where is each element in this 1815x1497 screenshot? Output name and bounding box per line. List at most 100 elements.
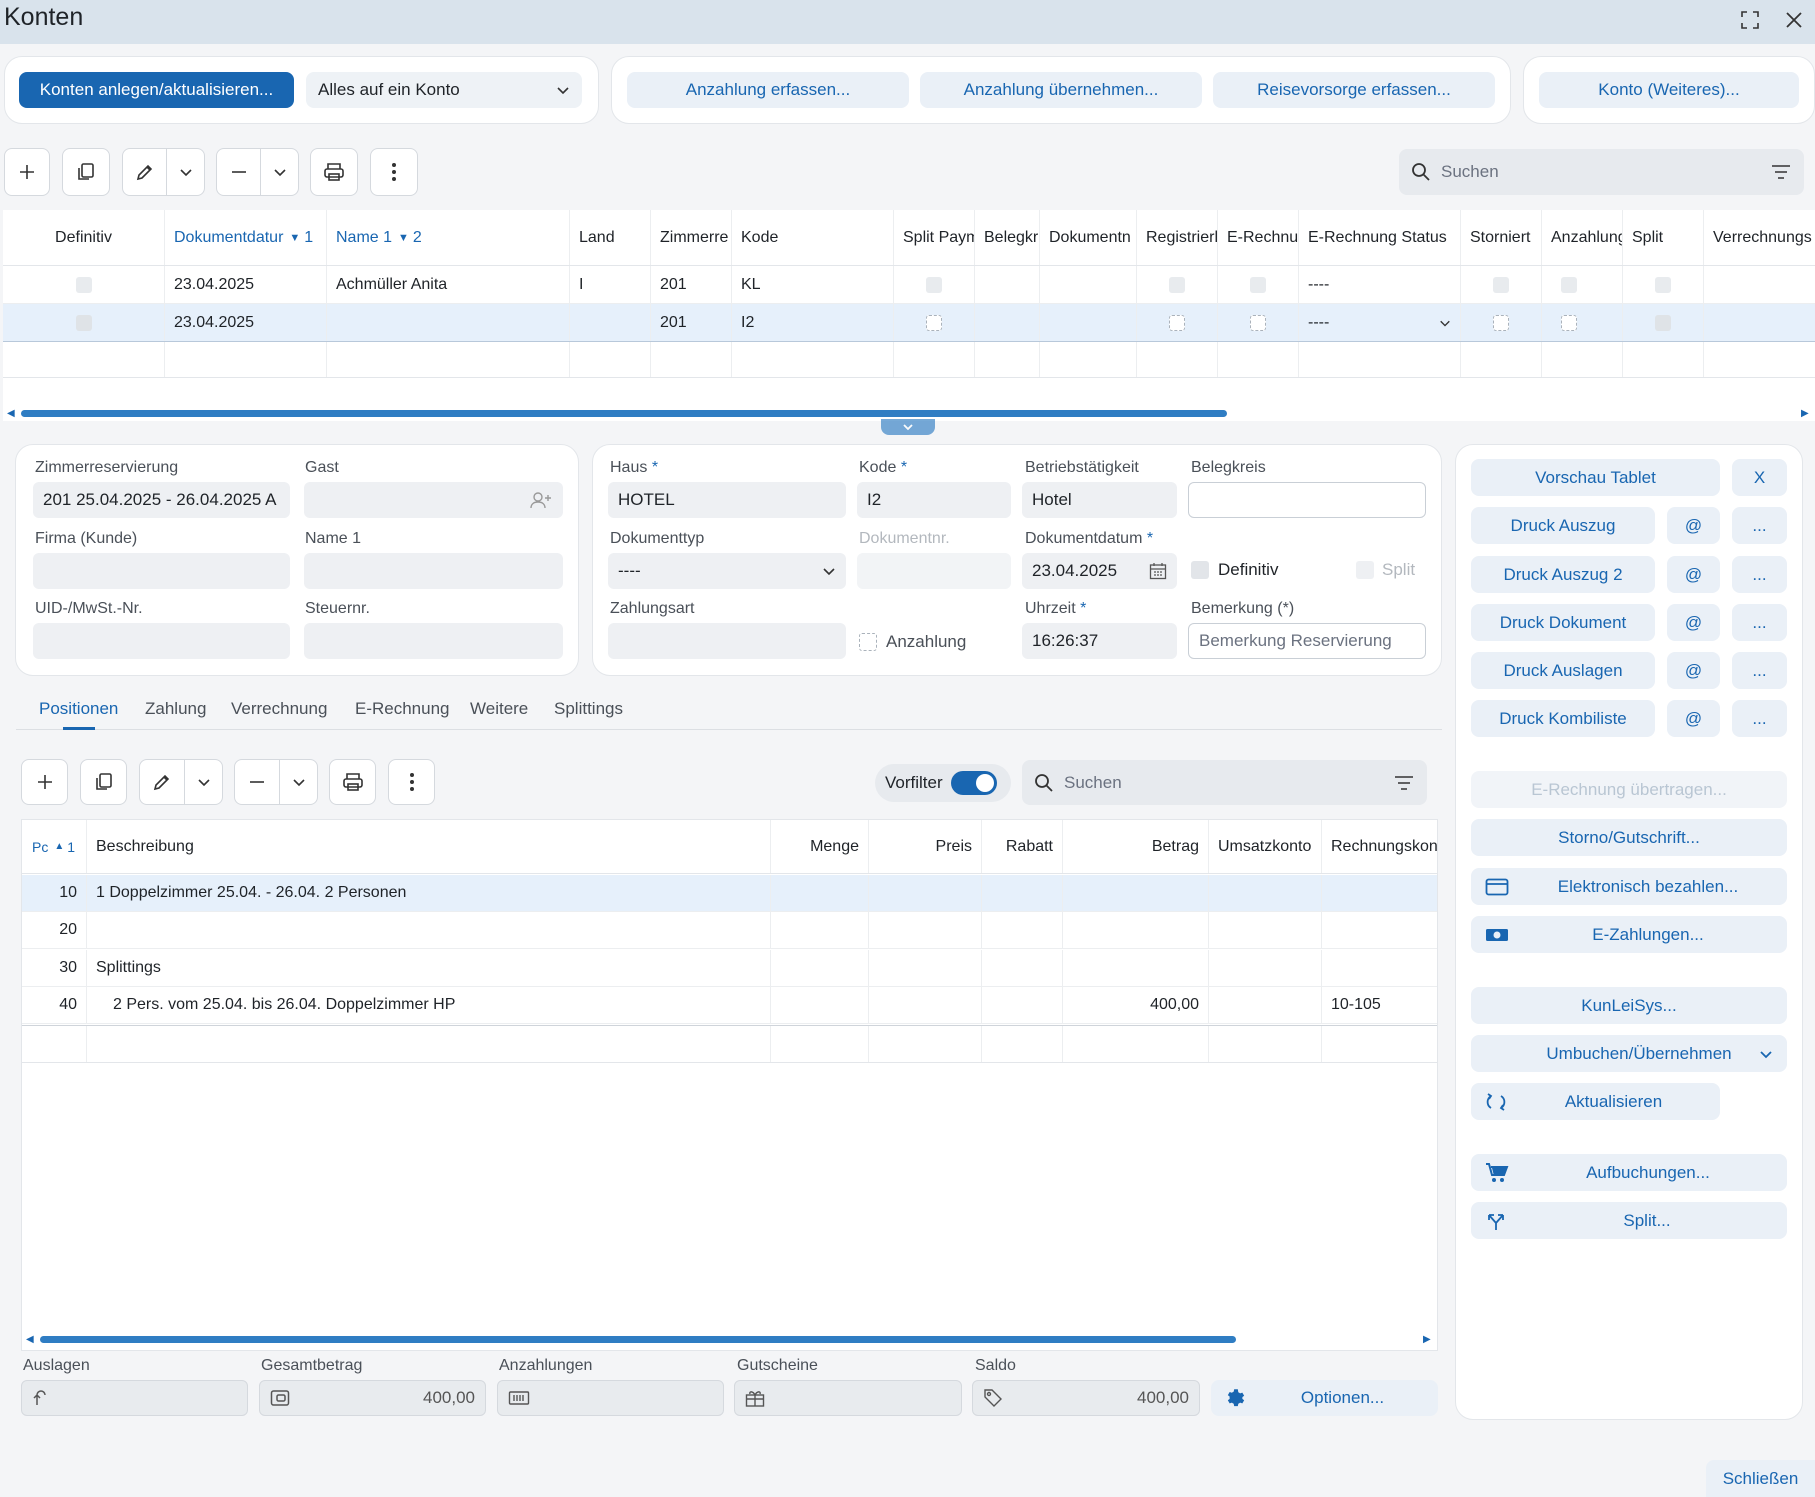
maximize-icon[interactable] — [1734, 4, 1766, 36]
payment-type-field[interactable] — [608, 623, 846, 659]
print-statement-email-button[interactable]: @ — [1667, 507, 1720, 544]
options-button[interactable]: Optionen... — [1211, 1380, 1438, 1416]
account-mode-select[interactable]: Alles auf ein Konto — [306, 72, 582, 108]
col-split-payment[interactable]: Split Paym — [894, 210, 975, 265]
receipt-circle-field[interactable] — [1188, 482, 1426, 518]
filter-icon[interactable] — [1393, 775, 1415, 791]
tab-verrechnung[interactable]: Verrechnung — [231, 699, 328, 718]
close-icon[interactable] — [1778, 4, 1810, 36]
postings-button[interactable]: Aufbuchungen... — [1471, 1154, 1787, 1191]
positions-table-row[interactable]: 20 — [22, 912, 1437, 949]
col-preis[interactable]: Preis — [869, 820, 982, 873]
accounts-scrollbar[interactable]: ◀ ▶ — [3, 405, 1815, 421]
more-menu-button[interactable] — [370, 148, 418, 196]
refresh-button[interactable]: Aktualisieren — [1471, 1083, 1720, 1120]
col-beschreibung[interactable]: Beschreibung — [87, 820, 771, 873]
row-anzahlung-checkbox[interactable] — [1542, 266, 1623, 303]
col-menge[interactable]: Menge — [771, 820, 869, 873]
code-field[interactable]: I2 — [857, 482, 1011, 518]
rebook-button[interactable]: Umbuchen/Übernehmen — [1471, 1035, 1787, 1072]
tab-e-rechnung[interactable]: E-Rechnung — [355, 699, 450, 718]
doc-type-select[interactable]: ---- — [608, 553, 846, 589]
print-combi-more-button[interactable]: ... — [1732, 700, 1787, 737]
col-belegkreis[interactable]: Belegkr — [975, 210, 1040, 265]
row-e-rechnung-checkbox[interactable] — [1218, 304, 1299, 341]
row-storniert-checkbox[interactable] — [1461, 304, 1542, 341]
kunleisys-button[interactable]: KunLeiSys... — [1471, 987, 1787, 1024]
scroll-right-icon[interactable]: ▶ — [1801, 408, 1809, 419]
name1-field[interactable] — [304, 553, 563, 589]
row-split-checkbox[interactable] — [1623, 266, 1704, 303]
positions-scrollbar-thumb[interactable] — [40, 1336, 1236, 1343]
col-land[interactable]: Land — [570, 210, 651, 265]
print-statement-more-button[interactable]: ... — [1732, 507, 1787, 544]
print-statement2-more-button[interactable]: ... — [1732, 556, 1787, 593]
row-definitiv-checkbox[interactable] — [3, 304, 165, 341]
tax-field[interactable] — [304, 623, 563, 659]
row-split-payment-checkbox[interactable] — [894, 266, 975, 303]
row-split-payment-checkbox[interactable] — [894, 304, 975, 341]
remark-field[interactable]: Bemerkung Reservierung — [1188, 623, 1426, 659]
activity-field[interactable]: Hotel — [1022, 482, 1177, 518]
col-umsatzkonto[interactable]: Umsatzkonto — [1209, 820, 1322, 873]
accounts-table-row-selected[interactable]: 23.04.2025 201 I2 ---- — [3, 304, 1815, 342]
print-positions-button[interactable] — [329, 759, 376, 805]
deposit-take-button[interactable]: Anzahlung übernehmen... — [920, 72, 1202, 108]
col-e-rechnung-status[interactable]: E-Rechnung Status — [1299, 210, 1461, 265]
time-field[interactable]: 16:26:37 — [1022, 623, 1177, 659]
print-expenses-more-button[interactable]: ... — [1732, 652, 1787, 689]
company-field[interactable] — [33, 553, 290, 589]
print-expenses-email-button[interactable]: @ — [1667, 652, 1720, 689]
positions-table-row[interactable]: 30 Splittings — [22, 950, 1437, 987]
deposit-checkbox[interactable]: Anzahlung — [859, 632, 966, 652]
row-e-rechnung-checkbox[interactable] — [1218, 266, 1299, 303]
calendar-icon[interactable] — [1149, 562, 1167, 580]
col-anzahlung[interactable]: Anzahlung — [1542, 210, 1623, 265]
print-statement-button[interactable]: Druck Auszug — [1471, 507, 1655, 544]
positions-table-row[interactable]: 40 2 Pers. vom 25.04. bis 26.04. Doppelzi… — [22, 987, 1437, 1024]
col-rabatt[interactable]: Rabatt — [982, 820, 1063, 873]
print-document-button[interactable]: Druck Dokument — [1471, 604, 1655, 641]
x-button[interactable]: X — [1732, 459, 1787, 496]
print-document-email-button[interactable]: @ — [1667, 604, 1720, 641]
col-registriert[interactable]: Registrierl — [1137, 210, 1218, 265]
row-registriert-checkbox[interactable] — [1137, 266, 1218, 303]
pay-electronic-button[interactable]: Elektronisch bezahlen... — [1471, 868, 1787, 905]
remove-button[interactable] — [217, 149, 260, 195]
storno-button[interactable]: Storno/Gutschrift... — [1471, 819, 1787, 856]
prefilter-switch[interactable] — [950, 771, 997, 795]
col-split[interactable]: Split — [1623, 210, 1704, 265]
print-statement2-email-button[interactable]: @ — [1667, 556, 1720, 593]
col-pos[interactable]: Pc ▲ 1 — [22, 820, 87, 873]
col-name1[interactable]: Name 1 ▼ 2 — [327, 210, 570, 265]
travel-insurance-button[interactable]: Reisevorsorge erfassen... — [1213, 72, 1495, 108]
tab-positionen[interactable]: Positionen — [39, 699, 119, 718]
row-anzahlung-checkbox[interactable] — [1542, 304, 1623, 341]
edit-dropdown-button[interactable] — [166, 149, 204, 195]
accounts-table-row[interactable]: 23.04.2025 Achmüller Anita I 201 KL ---- — [3, 266, 1815, 304]
positions-scrollbar[interactable]: ◀ ▶ — [22, 1331, 1437, 1347]
copy-button[interactable] — [62, 148, 110, 196]
col-dokumentnr[interactable]: Dokumentn — [1040, 210, 1137, 265]
positions-search[interactable]: Suchen — [1022, 760, 1427, 805]
scroll-left-icon[interactable]: ◀ — [7, 408, 15, 419]
col-definitiv[interactable]: Definitiv — [3, 210, 165, 265]
add-button[interactable] — [4, 148, 50, 196]
remove-dropdown-button[interactable] — [260, 149, 298, 195]
collapse-handle[interactable] — [881, 419, 935, 435]
col-e-rechnung[interactable]: E-Rechnu — [1218, 210, 1299, 265]
print-button[interactable] — [310, 148, 358, 196]
scroll-right-icon[interactable]: ▶ — [1423, 1334, 1431, 1345]
accounts-search[interactable]: Suchen — [1399, 149, 1804, 195]
edit-position-button[interactable] — [140, 760, 184, 804]
row-e-rechnung-status-select[interactable]: ---- — [1299, 304, 1461, 341]
col-verrechnung[interactable]: Verrechnungs — [1713, 228, 1812, 246]
remove-position-dropdown[interactable] — [279, 760, 317, 804]
print-expenses-button[interactable]: Druck Auslagen — [1471, 652, 1655, 689]
positions-table-row[interactable]: 10 1 Doppelzimmer 25.04. - 26.04. 2 Perso… — [22, 875, 1437, 912]
col-kode[interactable]: Kode — [732, 210, 894, 265]
print-statement2-button[interactable]: Druck Auszug 2 — [1471, 556, 1655, 593]
tab-splittings[interactable]: Splittings — [554, 699, 623, 718]
row-registriert-checkbox[interactable] — [1137, 304, 1218, 341]
deposit-capture-button[interactable]: Anzahlung erfassen... — [627, 72, 909, 108]
